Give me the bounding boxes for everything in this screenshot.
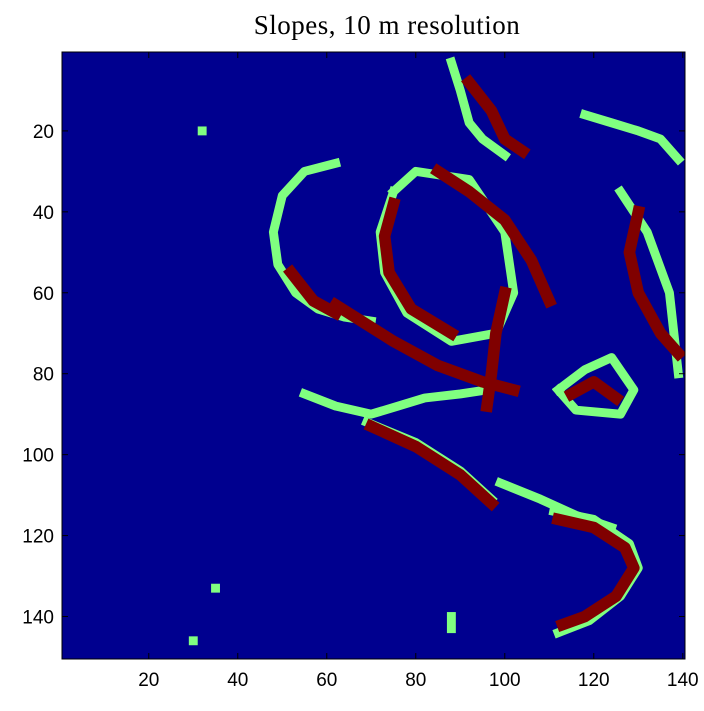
y-tick-label: 60 (33, 284, 54, 305)
y-tick-label: 80 (33, 365, 54, 386)
x-tick-label: 80 (405, 670, 426, 691)
slope-feature (445, 56, 511, 162)
slope-feature (563, 376, 625, 407)
slope-feature (363, 418, 500, 512)
y-tick-label: 100 (22, 446, 54, 467)
slope-feature (623, 204, 685, 362)
y-tick-label: 40 (33, 203, 54, 224)
axes-box (61, 51, 686, 660)
y-tick-label: 140 (22, 608, 54, 629)
slope-feature (430, 163, 557, 309)
slope-feature (480, 285, 512, 413)
x-tick-label: 120 (578, 670, 610, 691)
slope-feature (298, 384, 493, 419)
x-tick-label: 100 (489, 670, 521, 691)
slope-feature (551, 512, 640, 633)
slope-feature (551, 353, 639, 419)
y-tick-label: 120 (22, 527, 54, 548)
slope-feature (461, 74, 531, 160)
x-tick-label: 140 (667, 670, 699, 691)
x-tick-label: 40 (227, 670, 248, 691)
x-tick-label: 60 (316, 670, 337, 691)
slope-feature (283, 264, 344, 321)
x-tick-label: 20 (138, 670, 159, 691)
plot-area (62, 52, 685, 659)
slope-feature (579, 109, 685, 166)
background (62, 52, 685, 659)
y-tick-label: 20 (33, 122, 54, 143)
slope-feature (378, 196, 460, 342)
chart-title: Slopes, 10 m resolution (254, 10, 521, 40)
